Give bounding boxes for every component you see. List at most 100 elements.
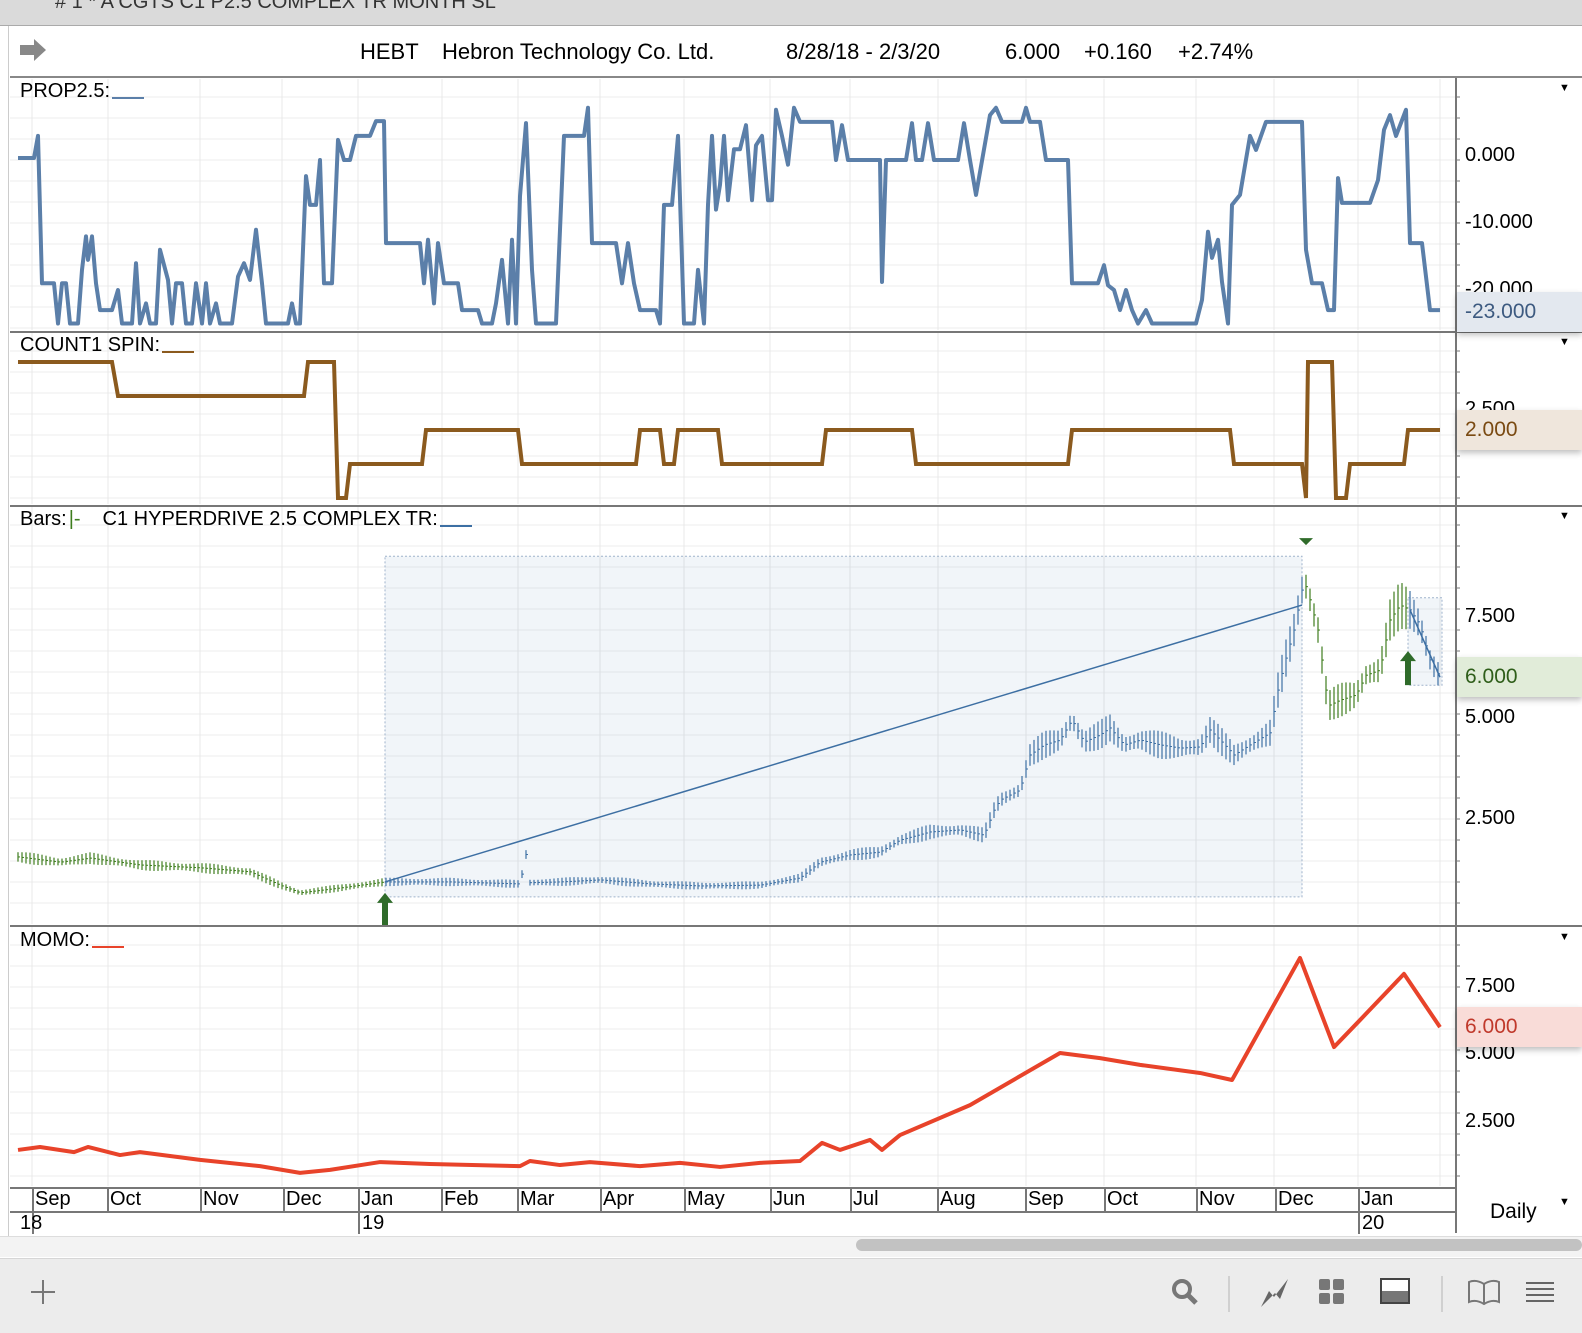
count-series-line — [18, 360, 1440, 500]
bars-label: Bars: — [20, 508, 67, 530]
price-tick: 7.500 — [1465, 605, 1516, 627]
down-triangle-marker — [1299, 538, 1313, 546]
highlight-region — [1407, 597, 1443, 686]
price-tick: 2.500 — [1465, 807, 1516, 829]
left-border — [8, 26, 9, 1236]
arrow-right-icon[interactable] — [18, 38, 48, 62]
grid-layout-icon[interactable] — [1312, 1272, 1352, 1312]
regression-line — [1409, 609, 1441, 678]
month-divider — [441, 1188, 443, 1212]
month-divider — [937, 1188, 939, 1212]
count-legend[interactable]: COUNT1 SPIN: — [20, 334, 195, 357]
month-divider — [1104, 1188, 1106, 1212]
highlight-region — [384, 555, 1303, 898]
month-divider — [1196, 1188, 1198, 1212]
month-divider — [770, 1188, 772, 1212]
count-value-badge: 2.000 — [1457, 410, 1582, 450]
momo-label: MOMO: — [20, 929, 90, 951]
momo-series-line — [17, 955, 1442, 1175]
chart-style-icon[interactable] — [1254, 1272, 1294, 1312]
panel-menu-dropdown-icon[interactable]: ▼ — [1559, 82, 1570, 94]
prop-label: PROP2.5: — [20, 80, 111, 102]
prop-legend[interactable]: PROP2.5: — [20, 80, 145, 103]
value-axis-border — [1455, 78, 1457, 1233]
menu-icon[interactable] — [1520, 1272, 1560, 1312]
year-label: 20 — [1362, 1212, 1385, 1234]
prop-value-badge: -23.000 — [1457, 292, 1582, 332]
up-arrow-marker — [377, 892, 393, 927]
chart-header: HEBT Hebron Technology Co. Ltd. 8/28/18 … — [10, 26, 1582, 78]
month-label: Oct — [110, 1188, 142, 1210]
book-icon[interactable] — [1464, 1272, 1504, 1312]
time-axis[interactable] — [10, 1187, 1455, 1235]
add-icon[interactable] — [23, 1272, 63, 1312]
month-divider — [1275, 1188, 1277, 1212]
momo-legend[interactable]: MOMO: — [20, 929, 124, 952]
month-label: Jun — [773, 1188, 806, 1210]
panel-menu-dropdown-icon[interactable]: ▼ — [1559, 336, 1570, 348]
month-label: Nov — [203, 1188, 239, 1210]
month-label: Dec — [1278, 1188, 1314, 1210]
axis-row-divider — [10, 1211, 1455, 1213]
panel-menu-dropdown-icon[interactable]: ▼ — [1559, 931, 1570, 943]
momo-tick: 5.000 — [1465, 1042, 1516, 1064]
month-label: Apr — [603, 1188, 635, 1210]
price-value-badge: 6.000 — [1457, 657, 1582, 697]
panel-divider[interactable] — [10, 925, 1582, 927]
month-label: Feb — [444, 1188, 479, 1210]
month-label: Jan — [361, 1188, 394, 1210]
prop-tick: -10.000 — [1465, 211, 1533, 233]
momo-swatch — [92, 946, 124, 948]
toolbar-divider — [1228, 1276, 1230, 1312]
price-change-pct: +2.74% — [1178, 39, 1254, 64]
last-price: 6.000 — [1005, 39, 1061, 64]
month-label: Aug — [940, 1188, 976, 1210]
price-swatch — [439, 525, 472, 527]
momo-tick: 7.500 — [1465, 975, 1516, 997]
month-divider — [200, 1188, 202, 1212]
count-swatch — [162, 351, 195, 353]
price-tick: 5.000 — [1465, 706, 1516, 728]
year-label: 18 — [20, 1212, 43, 1234]
month-divider — [600, 1188, 602, 1212]
panel-layout-icon[interactable] — [1376, 1272, 1416, 1312]
toolbar-divider — [1441, 1276, 1443, 1312]
month-divider — [283, 1188, 285, 1212]
panel-divider[interactable] — [10, 505, 1582, 507]
window-title: # 1 * A CGTS C1 P2.5 COMPLEX TR MONTH SL — [55, 0, 496, 13]
price-indicator-label: C1 HYPERDRIVE 2.5 COMPLEX TR: — [102, 508, 438, 530]
year-label: 19 — [362, 1212, 385, 1234]
month-divider — [684, 1188, 686, 1212]
up-arrow-marker — [1400, 651, 1416, 686]
month-label: Mar — [520, 1188, 555, 1210]
scrollbar-thumb[interactable] — [856, 1239, 1582, 1251]
interval-dropdown-icon[interactable]: ▼ — [1559, 1196, 1570, 1208]
search-icon[interactable] — [1165, 1272, 1205, 1312]
month-label: Oct — [1107, 1188, 1139, 1210]
momo-tick: 2.500 — [1465, 1110, 1516, 1132]
month-divider — [107, 1188, 109, 1212]
month-divider — [1025, 1188, 1027, 1212]
prop-series-line — [18, 105, 1440, 326]
interval-selector[interactable]: Daily — [1490, 1200, 1537, 1223]
month-divider — [850, 1188, 852, 1212]
count-label: COUNT1 SPIN: — [20, 334, 161, 356]
month-label: May — [687, 1188, 725, 1210]
company-name: Hebron Technology Co. Ltd. — [442, 39, 715, 64]
month-label: Jul — [853, 1188, 879, 1210]
month-label: Dec — [286, 1188, 322, 1210]
momo-value-badge: 6.000 — [1457, 1007, 1582, 1047]
symbol: HEBT — [360, 39, 419, 64]
window-title-bar: # 1 * A CGTS C1 P2.5 COMPLEX TR MONTH SL — [0, 0, 1582, 26]
panel-menu-dropdown-icon[interactable]: ▼ — [1559, 510, 1570, 522]
price-legend[interactable]: Bars: |- C1 HYPERDRIVE 2.5 COMPLEX TR: — [20, 508, 472, 531]
bars-style-icon: |- — [68, 508, 81, 530]
panel-divider[interactable] — [10, 331, 1582, 333]
month-divider — [517, 1188, 519, 1212]
bottom-toolbar — [0, 1258, 1582, 1333]
month-label: Jan — [1361, 1188, 1394, 1210]
month-label: Sep — [35, 1188, 71, 1210]
price-change: +0.160 — [1084, 39, 1152, 64]
prop-tick: 0.000 — [1465, 144, 1516, 166]
